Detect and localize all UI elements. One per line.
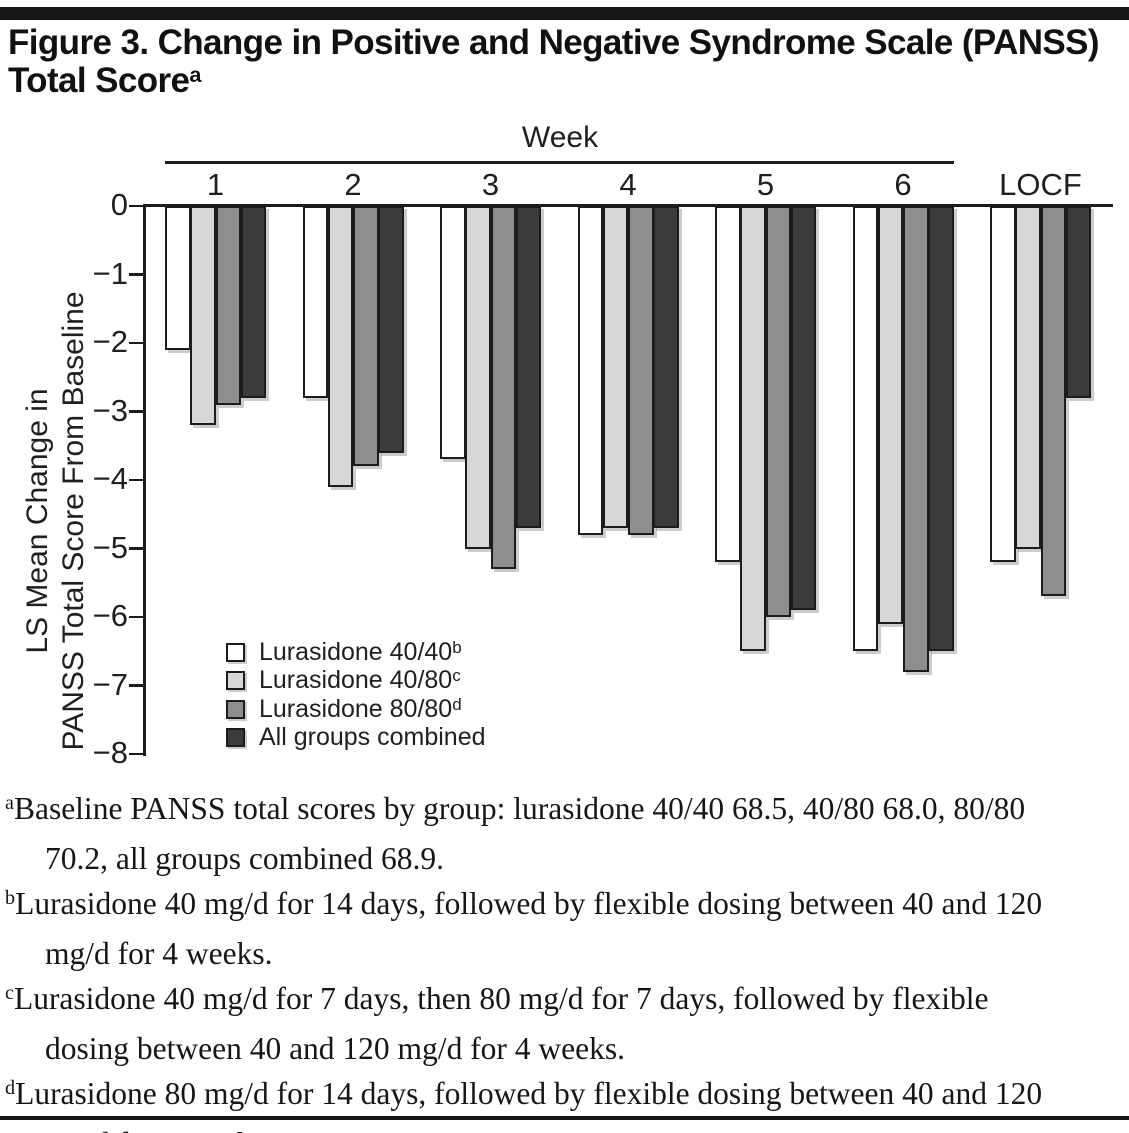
top-divider	[0, 7, 1129, 20]
legend-label: All groups combined	[259, 723, 486, 752]
legend-label: Lurasidone 40/40b	[259, 637, 462, 666]
group-axis-line	[165, 161, 954, 164]
footnote-line: mg/d for 4 weeks.	[45, 936, 273, 971]
bar	[353, 206, 379, 467]
bar	[515, 206, 542, 528]
bar	[790, 206, 817, 611]
bar	[765, 206, 791, 617]
category-label: LOCF	[999, 167, 1082, 202]
bar	[440, 206, 466, 460]
legend-swatch	[226, 699, 245, 719]
y-tick	[129, 684, 143, 687]
y-tick	[129, 615, 143, 619]
figure-title-line2: Total Score	[8, 61, 190, 100]
legend-label-superscript: b	[452, 637, 462, 657]
bar	[740, 206, 766, 652]
bar	[715, 206, 741, 563]
y-tick-label: −7	[92, 666, 128, 702]
bar	[602, 206, 629, 528]
bar	[1040, 206, 1066, 597]
group-axis-label: Week	[521, 121, 599, 154]
footnotes: aBaseline PANSS total scores by group: l…	[5, 786, 1127, 1133]
bar	[1065, 206, 1092, 398]
y-tick	[129, 410, 143, 413]
bar	[327, 206, 354, 487]
y-tick-label: −6	[92, 598, 128, 633]
y-tick-label: −4	[92, 461, 128, 496]
category-label: 3	[481, 167, 500, 202]
footnote-line: dLurasidone 80 mg/d for 14 days, followe…	[5, 1076, 1043, 1111]
y-axis-line	[143, 204, 146, 756]
bar	[928, 206, 954, 652]
bar-chart: Week LS Mean Change in PANSS Total Score…	[21, 121, 1113, 770]
y-tick	[129, 547, 143, 550]
legend-row: Lurasidone 80/80d	[226, 694, 462, 723]
footnote-line: dosing between 40 and 120 mg/d for 4 wee…	[45, 1031, 626, 1066]
footnote-line: mg/d for 4 weeks.	[5, 1121, 1127, 1133]
bar	[903, 206, 929, 672]
legend-row: Lurasidone 40/40b	[226, 637, 462, 666]
y-tick	[129, 341, 143, 345]
category-label: 2	[344, 167, 362, 202]
footnote-superscript: d	[5, 1076, 16, 1099]
category-label: 5	[756, 167, 775, 202]
figure-title: Figure 3. Change in Positive and Negativ…	[8, 24, 1118, 104]
y-tick-label: −3	[92, 392, 128, 428]
footnote-line: aBaseline PANSS total scores by group: l…	[5, 791, 1026, 826]
category-label: 4	[619, 167, 637, 202]
y-axis-title: LS Mean Change in PANSS Total Score From…	[21, 291, 90, 751]
footnote-superscript: a	[5, 791, 14, 814]
footnote-superscript: c	[5, 981, 14, 1004]
bar	[215, 206, 241, 405]
bar	[653, 206, 679, 528]
category-label: 6	[894, 167, 912, 202]
y-tick-label: −8	[92, 735, 128, 770]
legend-swatch	[226, 671, 245, 691]
bar	[990, 206, 1016, 563]
legend-swatch	[226, 642, 245, 662]
x-axis-line	[143, 204, 1113, 207]
bar	[302, 206, 328, 398]
bar	[240, 206, 267, 398]
footnote-line: cLurasidone 40 mg/d for 7 days, then 80 …	[5, 981, 989, 1016]
y-tick-label: −5	[92, 529, 128, 565]
bottom-divider	[0, 1116, 1129, 1120]
legend-label: Lurasidone 80/80d	[259, 694, 462, 723]
footnote-superscript: b	[5, 886, 16, 909]
legend-swatch	[226, 728, 245, 748]
legend-label-superscript: d	[452, 694, 462, 714]
y-tick	[129, 204, 143, 208]
figure-title-superscript: a	[189, 62, 201, 88]
bar	[490, 206, 516, 570]
figure-title-line1: Figure 3. Change in Positive and Negativ…	[8, 23, 1100, 62]
legend-label: Lurasidone 40/80c	[259, 666, 461, 695]
bar	[378, 206, 404, 453]
y-tick-label: −1	[92, 255, 128, 291]
legend-label-superscript: c	[452, 666, 461, 686]
y-tick-label: −2	[92, 324, 128, 359]
footnote-line: 70.2, all groups combined 68.9.	[45, 841, 444, 876]
y-tick-label: 0	[110, 187, 128, 222]
y-tick	[129, 752, 143, 756]
bar	[577, 206, 603, 535]
y-tick	[129, 478, 143, 482]
bar	[877, 206, 904, 624]
y-tick	[129, 273, 143, 276]
bar	[852, 206, 878, 652]
bar	[465, 206, 491, 549]
legend-row: Lurasidone 40/80c	[226, 666, 461, 695]
bar	[190, 206, 216, 426]
bar	[1015, 206, 1041, 549]
legend-row: All groups combined	[226, 723, 486, 752]
footnote-line: bLurasidone 40 mg/d for 14 days, followe…	[5, 886, 1043, 921]
bar	[628, 206, 654, 535]
category-label: 1	[206, 167, 225, 202]
bar	[165, 206, 191, 350]
